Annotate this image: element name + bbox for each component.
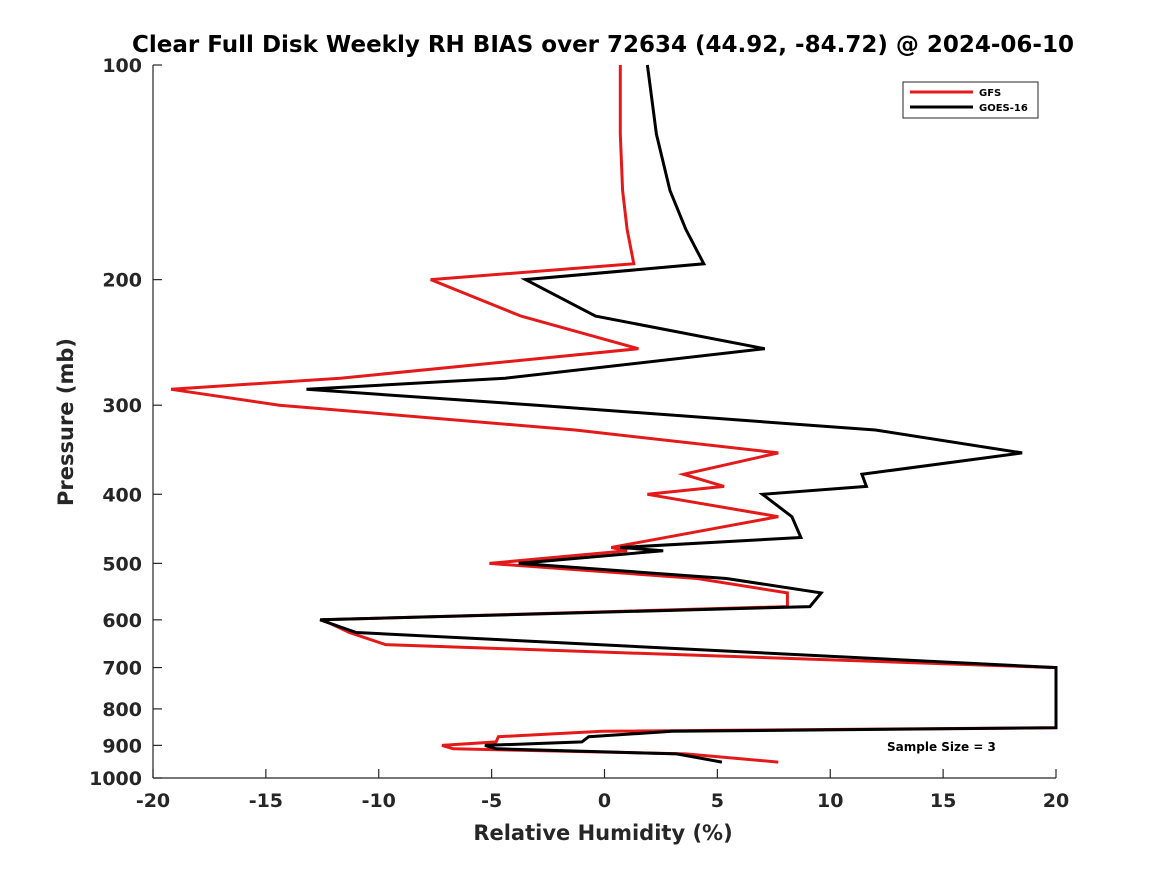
series-group [170, 64, 1058, 764]
y-axis-ticks: 100 200 300 400 500 600 700 800 900 1000 [89, 55, 162, 790]
sample-size-annotation: Sample Size = 3 [887, 740, 996, 754]
legend-box [902, 81, 1039, 119]
y-tick-label: 400 [102, 484, 142, 506]
x-tick-label: -5 [481, 790, 502, 812]
series-line-goes16 [306, 64, 1058, 764]
y-tick-label: 100 [102, 55, 142, 77]
y-tick-label: 1000 [89, 768, 142, 790]
x-tick-label: 15 [930, 790, 956, 812]
x-tick-label: 20 [1043, 790, 1069, 812]
y-tick-label: 600 [102, 610, 142, 632]
y-tick-label: 900 [102, 735, 142, 757]
y-tick-label: 800 [102, 699, 142, 721]
x-tick-label: 0 [598, 790, 611, 812]
series-line-gfs [170, 65, 1058, 764]
y-tick-label: 500 [102, 553, 142, 575]
legend-label-gfs: GFS [979, 88, 1001, 99]
x-tick-label: 10 [817, 790, 843, 812]
x-tick-label: -15 [249, 790, 283, 812]
y-tick-label: 300 [102, 395, 142, 417]
x-axis-title: Relative Humidity (%) [473, 821, 732, 845]
x-tick-label: 5 [711, 790, 724, 812]
y-tick-label: 200 [102, 270, 142, 292]
x-tick-label: -20 [136, 790, 170, 812]
chart-title: Clear Full Disk Weekly RH BIAS over 7263… [132, 32, 1074, 58]
legend-label-goes16: GOES-16 [979, 103, 1028, 114]
y-tick-label: 700 [102, 658, 142, 680]
x-tick-label: -10 [362, 790, 396, 812]
x-axis-ticks: -20 -15 -10 -5 0 5 10 15 20 [136, 769, 1069, 812]
y-axis-title: Pressure (mb) [54, 338, 78, 506]
legend: GFS GOES-16 [902, 81, 1039, 119]
plot-area [153, 65, 1056, 778]
